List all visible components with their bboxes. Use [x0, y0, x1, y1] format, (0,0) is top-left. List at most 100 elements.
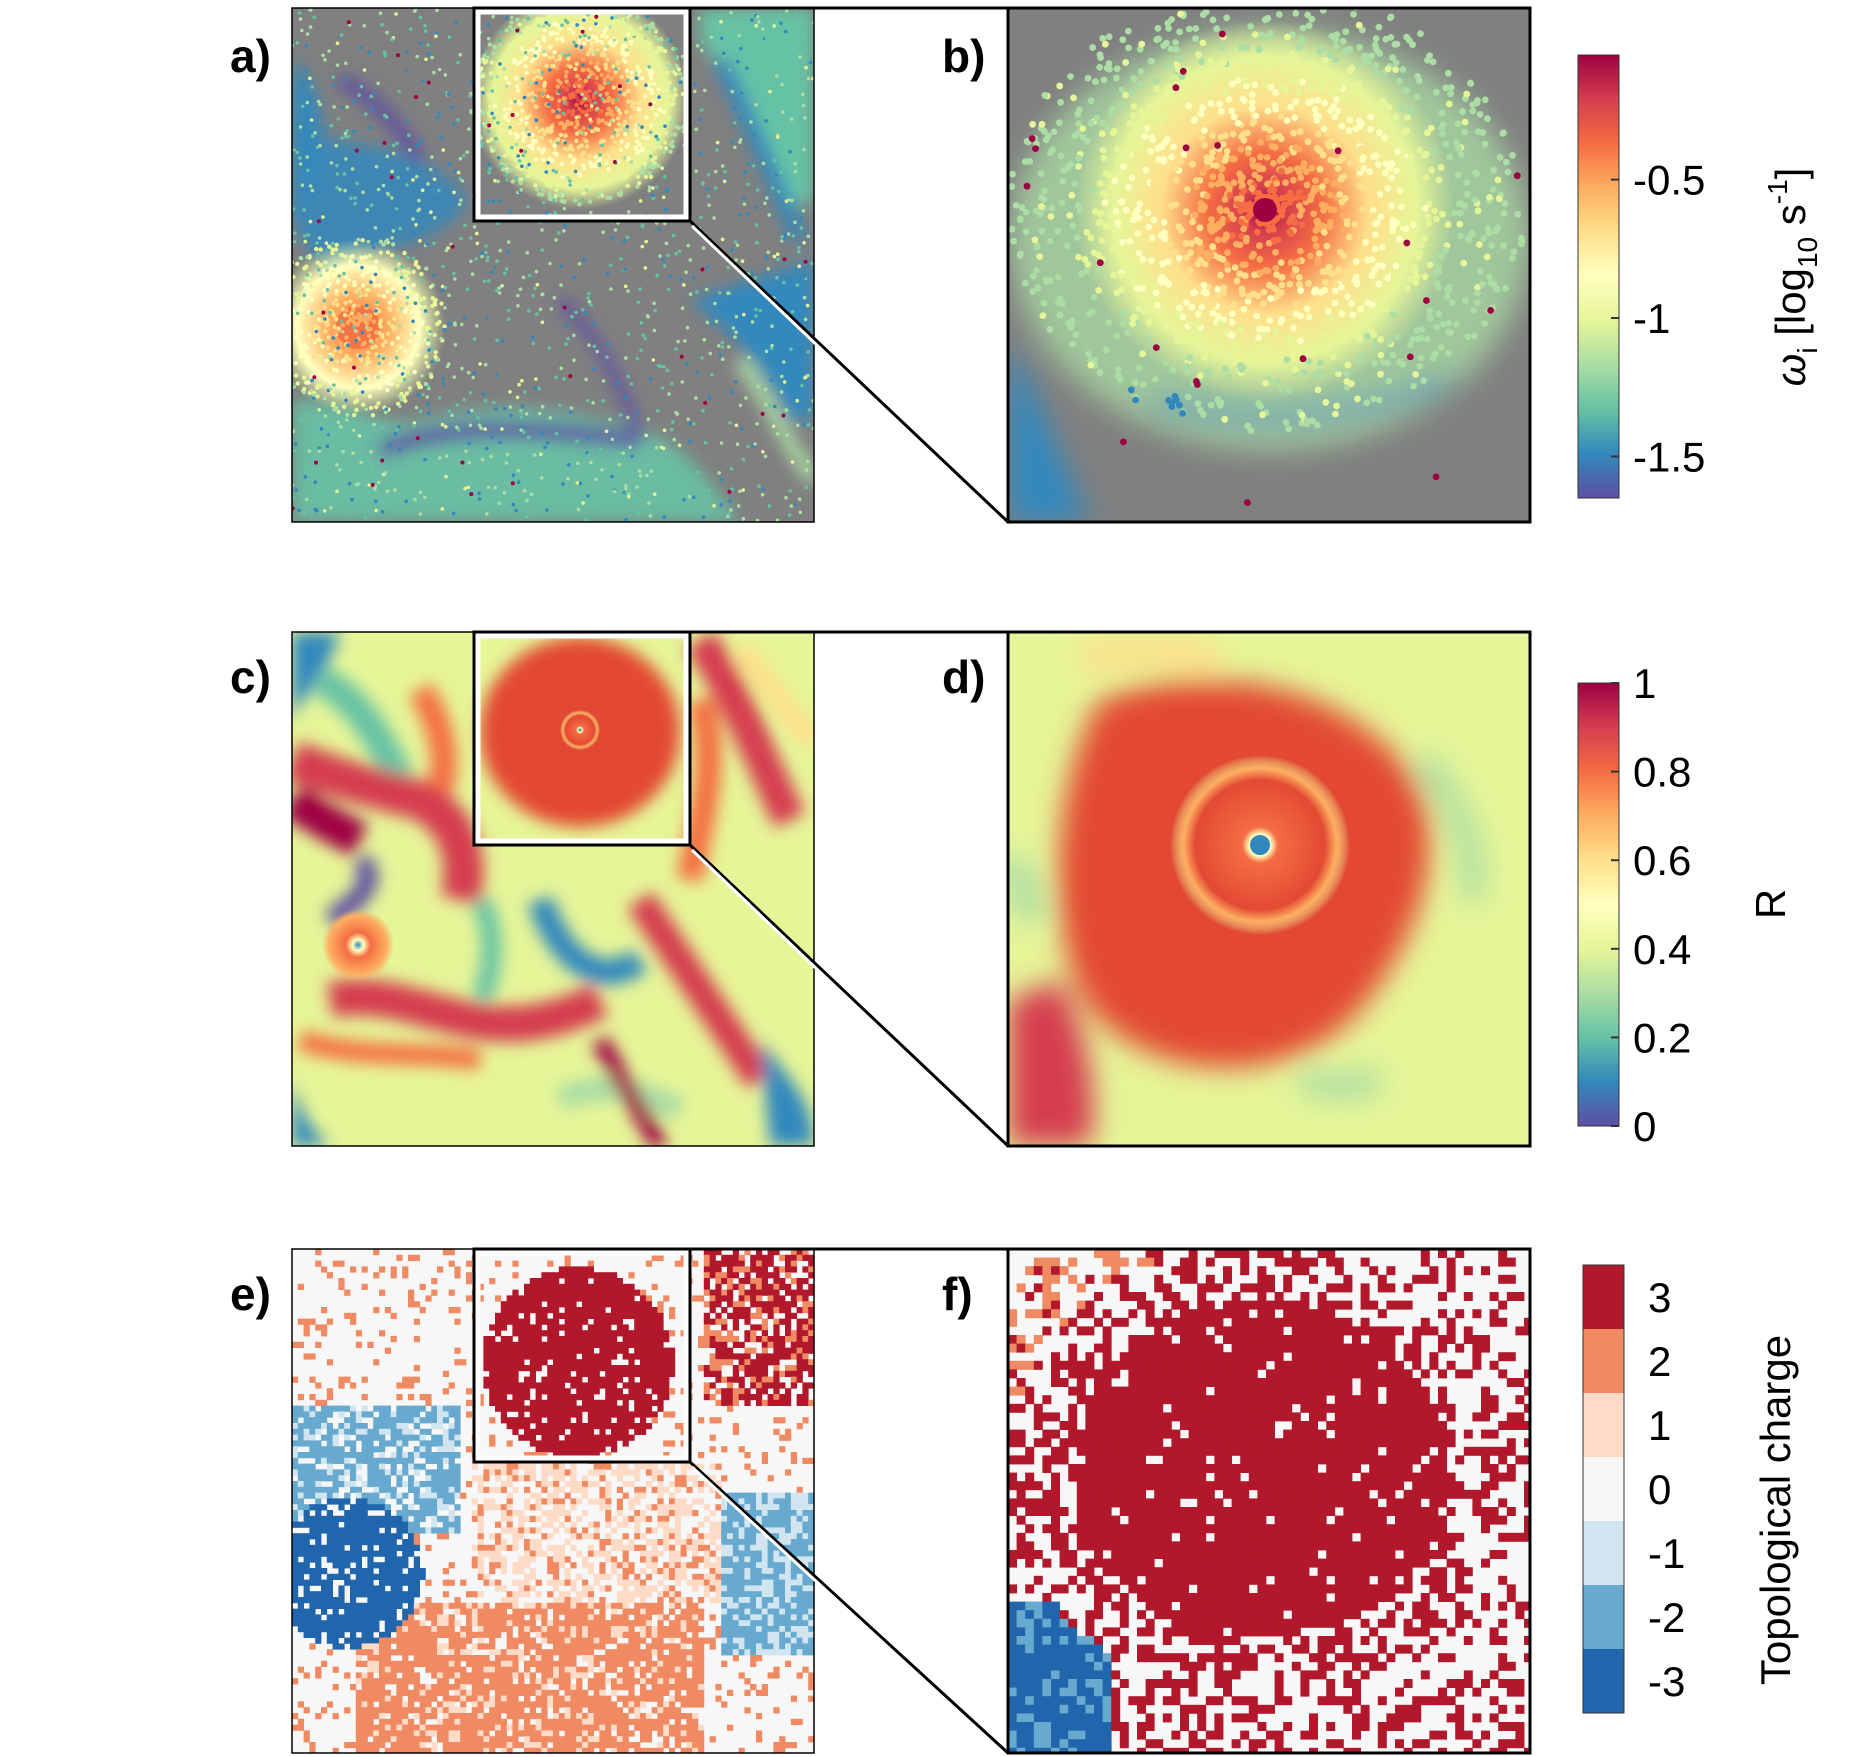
scatter-dot [1133, 285, 1141, 292]
scatter-dot [299, 357, 304, 363]
charge-cell [761, 1278, 768, 1285]
charge-cell [616, 1289, 623, 1296]
scatter-dot [1404, 114, 1411, 121]
scatter-dot [345, 320, 351, 326]
scatter-dot [1133, 145, 1140, 153]
scatter-dot [1037, 170, 1045, 178]
scatter-dot [584, 139, 589, 144]
scatter-dot [742, 196, 746, 201]
scatter-dot [467, 460, 471, 465]
panel-e-cells [292, 1249, 814, 1753]
charge-cell [448, 1289, 455, 1296]
scatter-dot [574, 138, 579, 144]
scatter-dot [1327, 137, 1335, 145]
scatter-dot [450, 244, 455, 249]
charge-cell [808, 1301, 814, 1308]
charge-cell [750, 1301, 757, 1308]
scatter-dot [335, 463, 339, 467]
charge-cell [767, 1295, 774, 1302]
scatter-dot [1244, 422, 1252, 430]
scatter-dot [372, 92, 377, 96]
charge-cell [524, 1330, 531, 1337]
scatter-dot [489, 270, 494, 275]
scatter-dot [665, 70, 670, 76]
scatter-dot [453, 342, 458, 347]
scatter-dot [645, 54, 651, 60]
scatter-dot [635, 356, 640, 361]
scatter-dot [1234, 345, 1242, 353]
scatter-dot [617, 451, 621, 456]
scatter-dot [1479, 129, 1487, 137]
charge-cell [541, 1283, 548, 1290]
scatter-dot [580, 162, 586, 168]
scatter-dot [395, 427, 399, 432]
scatter-dot [1152, 344, 1160, 351]
scatter-dot [1270, 284, 1278, 292]
scatter-dot [1406, 353, 1414, 361]
scatter-dot [1312, 288, 1320, 296]
scatter-dot [641, 166, 645, 170]
scatter-dot [563, 74, 568, 79]
charge-cell [611, 1330, 618, 1337]
scatter-dot [580, 92, 584, 97]
scatter-dot [414, 174, 419, 179]
scatter-dot [407, 474, 411, 479]
scatter-dot [1476, 241, 1483, 248]
scatter-dot [532, 453, 537, 457]
scatter-dot [1371, 360, 1378, 367]
scatter-dot [1494, 176, 1502, 184]
charge-cell [709, 1260, 716, 1267]
scatter-dot [1399, 220, 1407, 227]
scatter-dot [352, 365, 356, 370]
scatter-dot [644, 83, 648, 87]
scatter-dot [325, 268, 329, 273]
charge-cell [767, 1312, 774, 1319]
charge-cell [727, 1289, 734, 1296]
scatter-dot [525, 250, 530, 255]
charge-cell [796, 1278, 803, 1285]
scatter-dot [579, 100, 584, 106]
charge-cell [529, 1336, 536, 1343]
scatter-dot [1379, 262, 1387, 270]
charge-cell [616, 1301, 623, 1308]
scatter-dot [1008, 225, 1016, 233]
scatter-dot [562, 229, 566, 233]
scatter-dot [1089, 44, 1097, 51]
charge-cell [587, 1330, 594, 1337]
scatter-dot [408, 27, 413, 31]
scatter-dot [542, 0, 546, 4]
scatter-dot [1499, 129, 1507, 137]
scatter-dot [449, 105, 454, 109]
charge-cell [524, 1318, 531, 1325]
scatter-dot [548, 261, 552, 266]
scatter-dot [518, 180, 523, 185]
scatter-dot [566, 476, 570, 481]
scatter-dot [1174, 337, 1181, 345]
scatter-dot [533, 157, 539, 162]
scatter-dot [622, 267, 627, 272]
scatter-dot [399, 301, 404, 307]
scatter-dot [582, 18, 586, 22]
scatter-dot [1195, 336, 1203, 344]
scatter-dot [439, 136, 444, 140]
scatter-dot [1195, 285, 1203, 292]
scatter-dot [1058, 199, 1066, 207]
scatter-dot [1164, 89, 1172, 97]
charge-cell [796, 1307, 803, 1314]
charge-cell [761, 1324, 768, 1331]
scatter-dot [339, 319, 344, 324]
scatter-dot [551, 168, 556, 173]
scatter-dot [1334, 365, 1342, 372]
scatter-dot [625, 124, 629, 129]
scatter-dot [1338, 122, 1346, 130]
scatter-dot [1382, 160, 1390, 168]
scatter-dot [500, 339, 505, 344]
scatter-dot [1120, 163, 1127, 171]
scatter-dot [730, 487, 734, 492]
charge-cell [767, 1289, 774, 1296]
scatter-dot [1240, 306, 1248, 313]
scatter-dot [516, 304, 520, 308]
scatter-dot [1352, 258, 1360, 265]
scatter-dot [780, 83, 784, 87]
scatter-dot [583, 96, 587, 101]
